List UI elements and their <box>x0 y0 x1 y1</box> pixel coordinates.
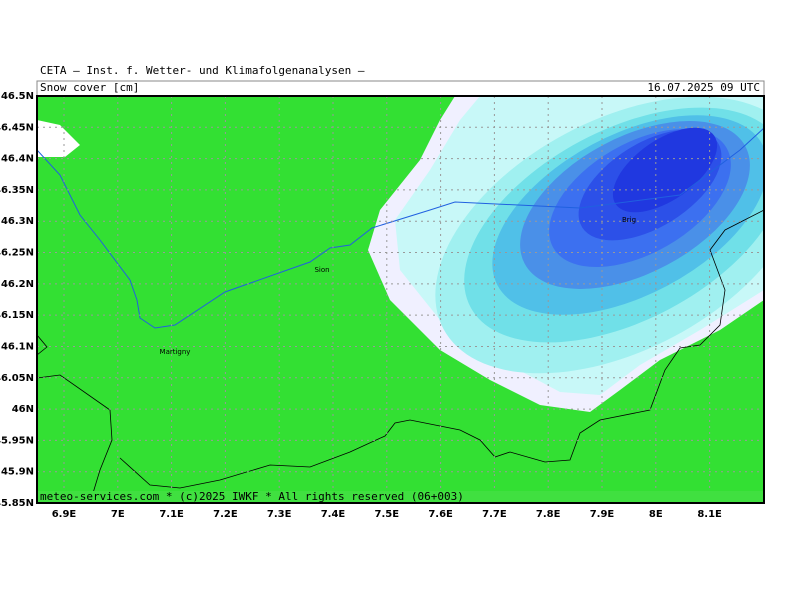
lat-label: 46.1N <box>1 341 34 352</box>
lon-label: 7.1E <box>159 509 184 520</box>
place-label: Sion <box>314 266 329 274</box>
lon-label: 7.8E <box>536 509 561 520</box>
lon-label: 8E <box>649 509 663 520</box>
lon-label: 7.6E <box>428 509 453 520</box>
lat-label: 45.9N <box>1 467 34 478</box>
lat-label: 46.3N <box>1 216 34 227</box>
footer: meteo-services.com * (c)2025 IWKF * All … <box>40 490 464 503</box>
lon-label: 7.9E <box>590 509 615 520</box>
lon-label: 7.5E <box>375 509 400 520</box>
lat-label: 46N <box>12 404 34 415</box>
lat-label: 46.2N <box>1 279 34 290</box>
lat-label: 46.4N <box>1 154 34 165</box>
lat-label: 46.05N <box>0 373 34 384</box>
variable: Snow cover [cm] <box>40 81 139 94</box>
lon-label: 8.1E <box>697 509 722 520</box>
lat-label: 46.35N <box>0 185 34 196</box>
place-label: Martigny <box>160 348 191 356</box>
snow-9 <box>612 127 718 213</box>
lon-label: 7E <box>111 509 125 520</box>
border <box>37 334 48 356</box>
border <box>37 374 113 503</box>
river <box>37 127 764 329</box>
lat-label: 45.95N <box>0 435 34 446</box>
lon-label: 7.7E <box>482 509 507 520</box>
lat-label: 46.25N <box>0 248 34 259</box>
lon-label: 7.4E <box>321 509 346 520</box>
lon-label: 7.3E <box>267 509 292 520</box>
date: 16.07.2025 09 UTC <box>647 81 760 94</box>
map-frame <box>36 95 765 504</box>
lat-label: 45.85N <box>0 498 34 509</box>
place-label: Brig <box>622 216 636 224</box>
footer-band <box>37 491 764 503</box>
lon-label: 7.2E <box>213 509 238 520</box>
lat-label: 46.45N <box>0 122 34 133</box>
no-data <box>37 120 80 157</box>
lon-label: 6.9E <box>52 509 77 520</box>
lat-label: 46.5N <box>1 91 34 102</box>
map-area: Sion Martigny Brig meteo-services.com * … <box>37 96 764 503</box>
lat-label: 46.15N <box>0 310 34 321</box>
header-title: CETA — Inst. f. Wetter- und Klimafolgena… <box>40 64 365 77</box>
border <box>119 209 764 489</box>
